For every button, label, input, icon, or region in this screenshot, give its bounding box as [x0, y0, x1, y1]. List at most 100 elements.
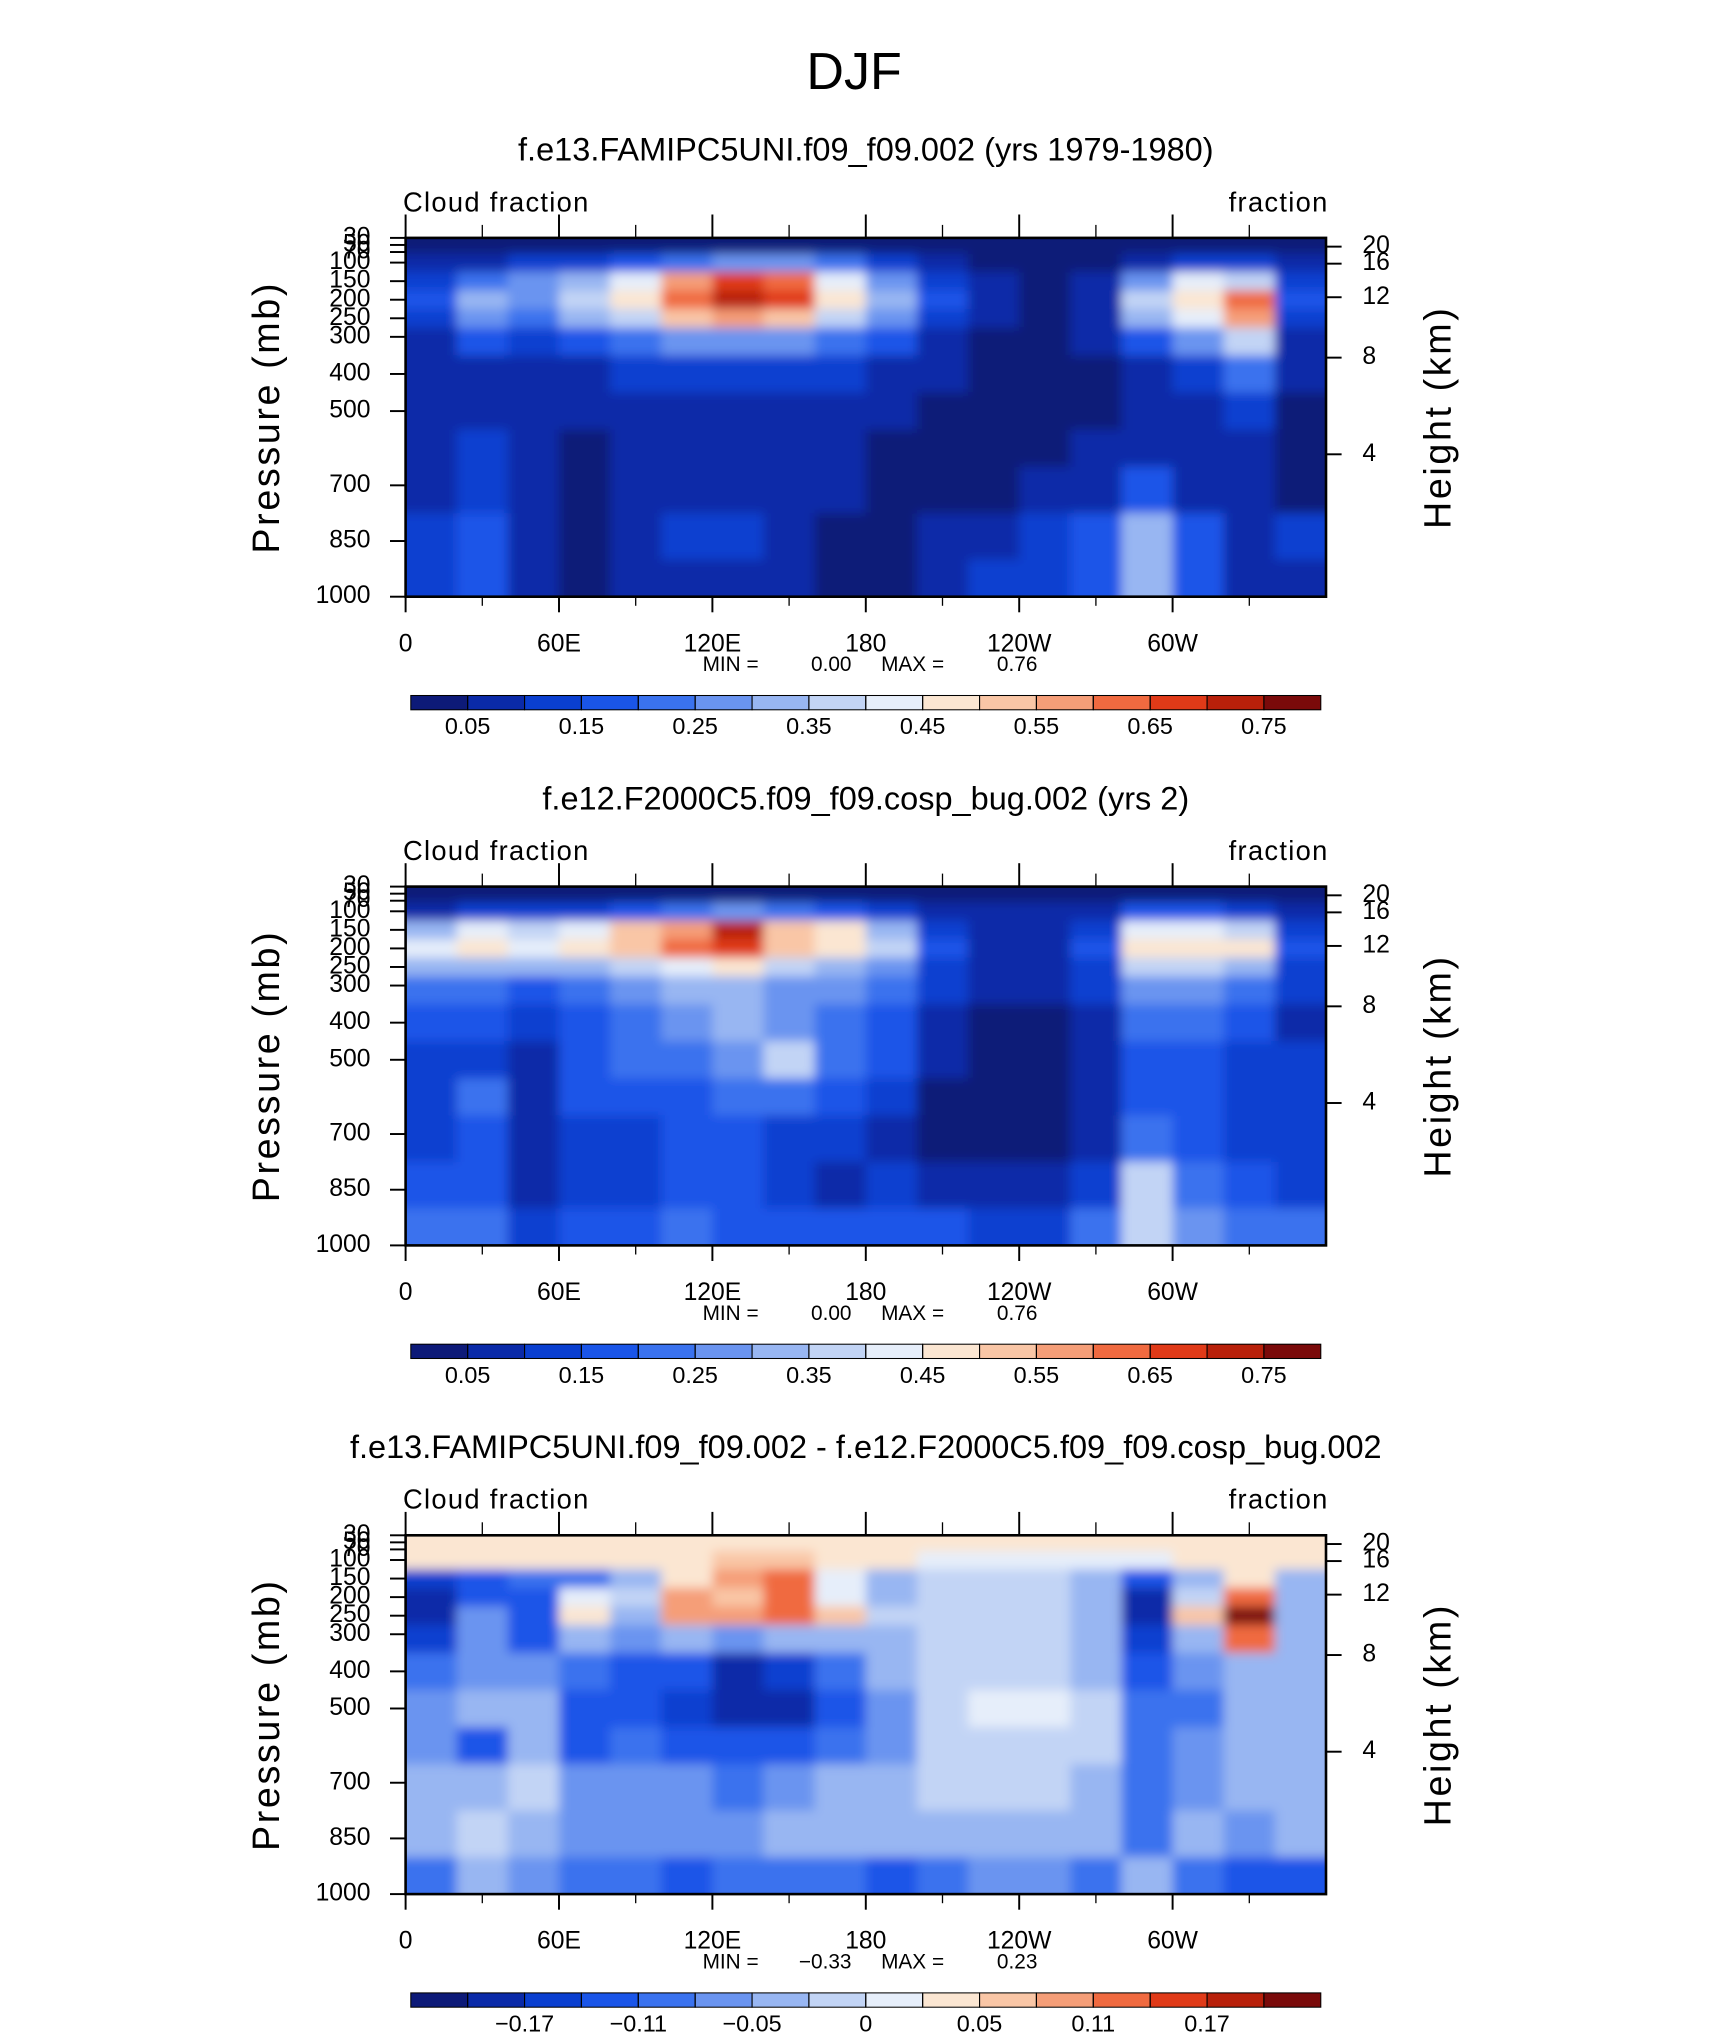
colorbar-box — [524, 694, 582, 711]
field-cell — [456, 429, 509, 468]
field-cell — [916, 1115, 969, 1163]
field-cell — [1121, 1727, 1174, 1765]
x-tick-label: 60E — [537, 630, 581, 657]
field-cell — [865, 1856, 918, 1895]
field-cell — [1070, 290, 1123, 310]
field-cell — [405, 1535, 458, 1552]
field-cell — [1121, 1041, 1174, 1080]
x-tick-label: 120E — [684, 630, 742, 657]
field-cell — [1070, 271, 1123, 292]
field-cell — [405, 559, 458, 597]
field-cell — [1070, 1161, 1123, 1210]
field-cell — [610, 237, 663, 255]
field-cell — [456, 559, 509, 597]
field-cell — [865, 429, 918, 468]
field-cell — [916, 513, 969, 561]
field-cell — [712, 1856, 765, 1895]
max-value: 0.76 — [997, 653, 1037, 676]
field-cell — [559, 1161, 611, 1210]
field-cell — [712, 1727, 765, 1765]
colorbar-box — [1149, 1992, 1208, 2008]
field-cell — [507, 466, 560, 514]
field-cell — [559, 1551, 611, 1571]
field-cell — [1070, 1551, 1123, 1571]
field-cell — [763, 976, 816, 1005]
field-cell — [507, 1856, 560, 1895]
field-cell — [1070, 237, 1123, 255]
field-cell — [559, 309, 611, 329]
max-text: MAX = — [881, 1302, 944, 1325]
x-tick-label: 120W — [987, 1279, 1052, 1306]
field-cell — [1172, 1652, 1225, 1691]
field-cell — [814, 1569, 867, 1589]
field-cell — [916, 1078, 969, 1117]
field-cell — [507, 939, 560, 959]
field-cell — [968, 253, 1020, 273]
field-cell — [712, 290, 765, 310]
x-tick-label: 120W — [987, 630, 1052, 657]
field-cell — [865, 957, 918, 978]
field-cell — [661, 271, 714, 292]
field-cell — [1172, 1810, 1225, 1858]
field-cell — [1121, 1652, 1174, 1691]
x-tick-label: 60E — [537, 1279, 581, 1306]
max-value: 0.23 — [997, 1950, 1037, 1973]
field-cell — [814, 290, 867, 310]
min-value: 0.00 — [811, 1302, 851, 1325]
field-cell — [1019, 1856, 1072, 1895]
field-cell — [661, 1810, 714, 1858]
y-tick-label: 700 — [329, 471, 370, 498]
field-cell — [763, 466, 816, 514]
field-cell — [661, 1569, 714, 1589]
field-cell — [559, 466, 611, 514]
field-cell — [968, 309, 1020, 329]
field-cell — [507, 886, 560, 904]
field-cell — [1121, 1078, 1174, 1117]
field-cell — [1172, 1161, 1225, 1210]
field-clip — [405, 886, 1326, 1246]
field-cell — [1172, 920, 1225, 940]
y-tick-label: 100 — [329, 248, 370, 275]
field-cell — [712, 1115, 765, 1163]
field-cell — [712, 1078, 765, 1117]
field-cell — [1223, 1689, 1276, 1728]
field-cell — [1223, 920, 1276, 940]
field-cell — [712, 1652, 765, 1691]
field-cell — [865, 1161, 918, 1210]
y-tick-label: 150 — [329, 915, 370, 942]
field-cell — [916, 1764, 969, 1812]
field-cell — [405, 1606, 458, 1626]
field-cell — [456, 355, 509, 394]
colorbar-box — [580, 1343, 639, 1360]
field-cell — [507, 327, 560, 357]
max-text: MAX = — [881, 1950, 944, 1973]
field-cell — [1274, 1208, 1326, 1246]
field-cell — [1121, 886, 1174, 904]
field-cell — [1070, 1078, 1123, 1117]
field-cell — [1223, 1161, 1276, 1210]
field-cell — [1019, 1689, 1072, 1728]
y-tick-label: 70 — [343, 238, 370, 265]
field-cell — [456, 1624, 509, 1654]
field — [405, 886, 1326, 1246]
field-cell — [712, 309, 765, 329]
field-cell — [814, 253, 867, 273]
field-cell — [814, 902, 867, 922]
field-cell — [814, 957, 867, 978]
field-cell — [1274, 466, 1326, 514]
y-tick-label: 100 — [329, 1546, 370, 1573]
y-tick-label: 150 — [329, 267, 370, 294]
y2-tick-label: 8 — [1362, 1641, 1376, 1668]
field-cell — [814, 559, 867, 597]
colorbar-box — [1092, 1343, 1151, 1360]
field-cell — [1223, 1727, 1276, 1765]
colorbar-label: 0.17 — [1184, 2011, 1230, 2037]
field-cell — [865, 1810, 918, 1858]
field-cell — [610, 559, 663, 597]
field-cell — [865, 327, 918, 357]
field-cell — [916, 1652, 969, 1691]
field-cell — [763, 957, 816, 978]
field-cell — [968, 1606, 1020, 1626]
right-label: fraction — [1229, 1484, 1329, 1515]
